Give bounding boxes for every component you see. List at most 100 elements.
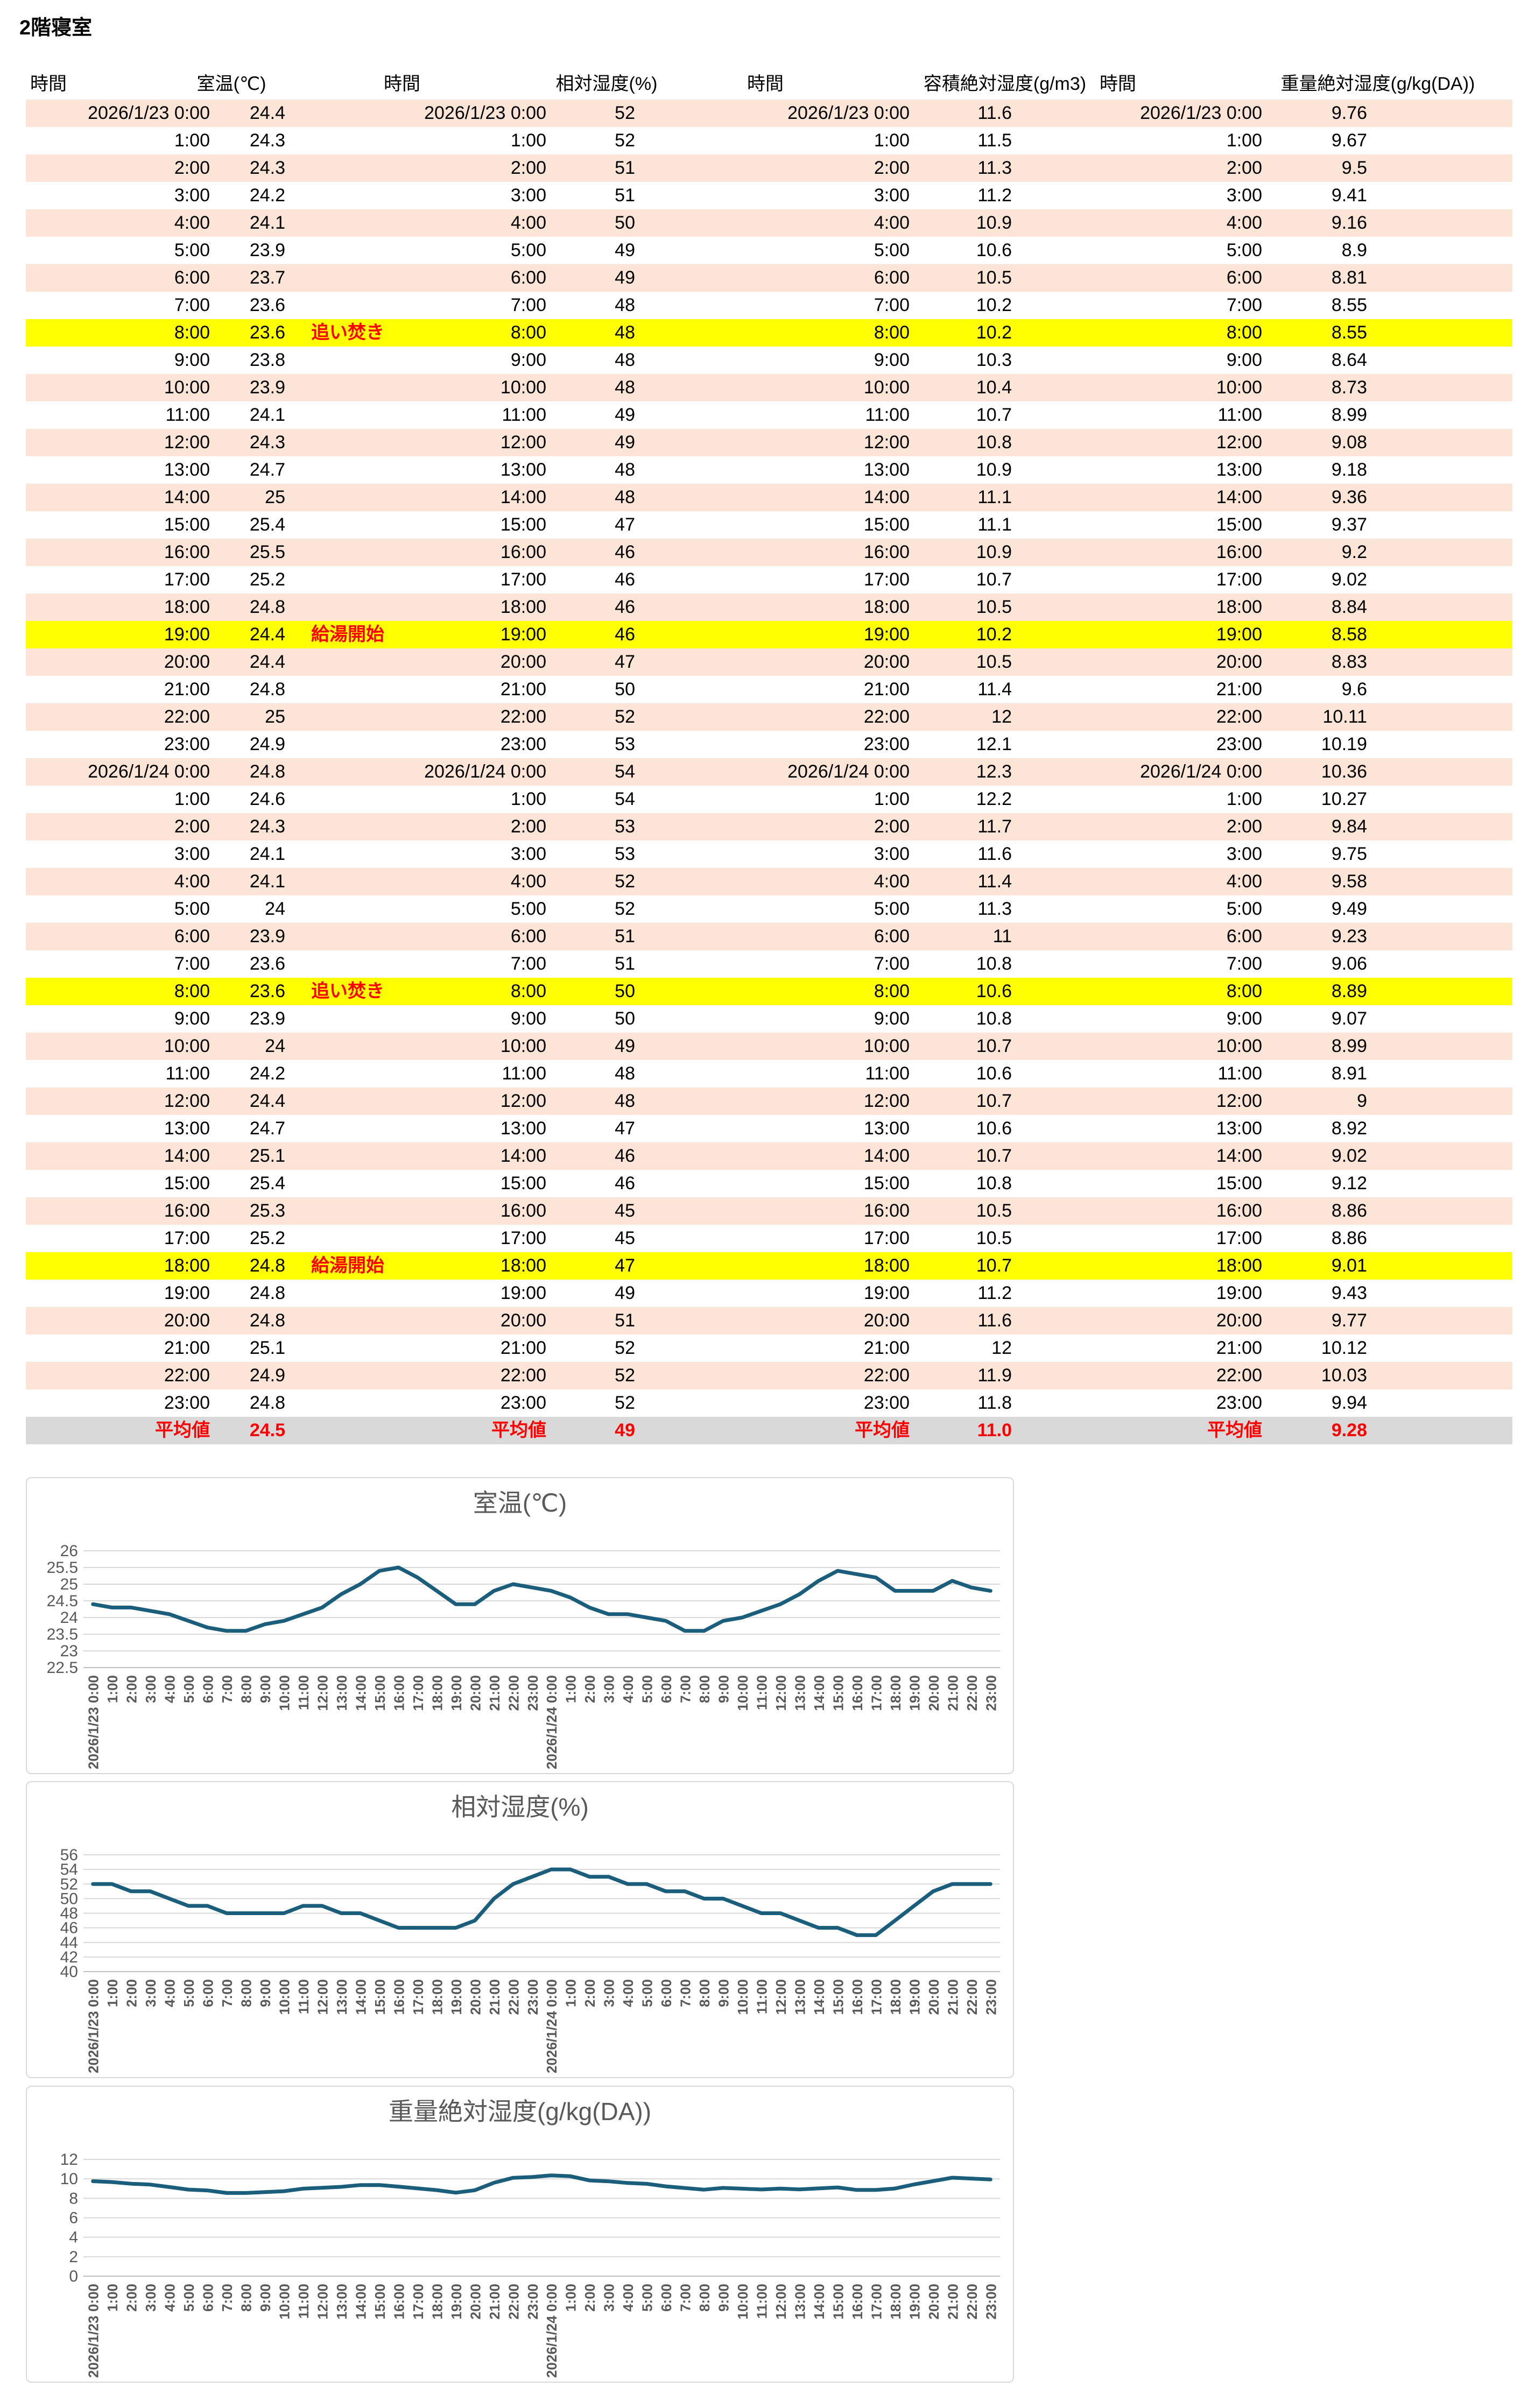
table-row: 10:00 23.9 10:00 48 10:00 10.4 10:00 8.73 bbox=[26, 374, 1512, 401]
x-tick-label: 2:00 bbox=[124, 1979, 140, 2007]
time-cell: 1:00 bbox=[1226, 130, 1262, 151]
x-tick-label: 14:00 bbox=[353, 1979, 369, 2015]
table-row: 6:00 23.7 6:00 49 6:00 10.5 6:00 8.81 bbox=[26, 264, 1512, 292]
x-tick-label: 5:00 bbox=[639, 1979, 656, 2007]
x-tick-label: 16:00 bbox=[849, 1979, 865, 2015]
time-cell: 10:00 bbox=[164, 1036, 210, 1056]
table-row: 20:00 24.8 20:00 51 20:00 11.6 20:00 9.77 bbox=[26, 1307, 1512, 1334]
time-cell: 17:00 bbox=[164, 1228, 210, 1248]
time-cell: 15:00 bbox=[500, 1173, 546, 1194]
x-tick-label: 4:00 bbox=[162, 2284, 178, 2312]
x-tick-label: 21:00 bbox=[945, 2284, 961, 2320]
time-cell: 19:00 bbox=[863, 1283, 910, 1303]
time-cell: 19:00 bbox=[500, 1283, 546, 1303]
x-tick-label: 21:00 bbox=[945, 1675, 961, 1711]
table-row: 23:00 24.8 23:00 52 23:00 11.8 23:00 9.94 bbox=[26, 1389, 1512, 1417]
time-cell: 1:00 bbox=[174, 789, 210, 809]
x-tick-label: 8:00 bbox=[238, 1979, 255, 2007]
x-tick-label: 23:00 bbox=[525, 1675, 541, 1711]
value-cell: 24.8 bbox=[249, 1283, 285, 1303]
time-cell: 10:00 bbox=[1216, 1036, 1262, 1056]
y-tick-label: 4 bbox=[69, 2229, 78, 2247]
average-label: 平均値 bbox=[491, 1420, 546, 1440]
table-row: 7:00 23.6 7:00 48 7:00 10.2 7:00 8.55 bbox=[26, 292, 1512, 319]
table-row: 11:00 24.1 11:00 49 11:00 10.7 11:00 8.99 bbox=[26, 401, 1512, 429]
value-cell: 9.75 bbox=[1331, 844, 1367, 864]
time-cell: 9:00 bbox=[1226, 350, 1262, 370]
time-cell: 16:00 bbox=[164, 542, 210, 562]
x-tick-label: 2026/1/24 0:00 bbox=[544, 1675, 560, 1769]
value-cell: 46 bbox=[615, 569, 635, 590]
value-cell: 8.86 bbox=[1331, 1228, 1367, 1248]
header-time-1: 時間 bbox=[30, 74, 67, 94]
x-tick-label: 17:00 bbox=[410, 2284, 426, 2320]
x-tick-label: 15:00 bbox=[830, 1979, 846, 2015]
table-row: 18:00 24.8 給湯開始 18:00 47 18:00 10.7 18:00 9.01 bbox=[26, 1252, 1512, 1280]
time-cell: 20:00 bbox=[500, 1310, 546, 1331]
chart-title: 室温(℃) bbox=[473, 1489, 567, 1517]
time-cell: 7:00 bbox=[1226, 295, 1262, 315]
time-cell: 23:00 bbox=[1216, 1393, 1262, 1413]
value-cell: 8.89 bbox=[1331, 981, 1367, 1001]
x-tick-label: 11:00 bbox=[295, 1979, 312, 2014]
value-cell: 10.27 bbox=[1321, 789, 1367, 809]
value-cell: 24.4 bbox=[249, 652, 285, 672]
x-tick-label: 2:00 bbox=[124, 2284, 140, 2312]
value-cell: 10.7 bbox=[976, 405, 1012, 425]
x-tick-label: 23:00 bbox=[525, 1979, 541, 2015]
time-cell: 21:00 bbox=[1216, 679, 1262, 700]
x-tick-label: 10:00 bbox=[735, 2284, 751, 2320]
time-cell: 2:00 bbox=[510, 816, 546, 837]
time-cell: 6:00 bbox=[1226, 267, 1262, 288]
time-cell: 15:00 bbox=[1216, 1173, 1262, 1194]
value-cell: 11.2 bbox=[977, 185, 1012, 206]
value-cell: 24.1 bbox=[249, 405, 285, 425]
time-cell: 4:00 bbox=[174, 871, 210, 892]
table-row: 17:00 25.2 17:00 45 17:00 10.5 17:00 8.86 bbox=[26, 1225, 1512, 1252]
value-cell: 48 bbox=[615, 377, 635, 398]
x-tick-label: 15:00 bbox=[372, 2284, 388, 2320]
time-cell: 11:00 bbox=[502, 405, 546, 425]
y-tick-label: 42 bbox=[60, 1948, 78, 1966]
time-cell: 20:00 bbox=[1216, 652, 1262, 672]
value-cell: 51 bbox=[615, 1310, 635, 1331]
value-cell: 9.67 bbox=[1331, 130, 1367, 151]
time-cell: 5:00 bbox=[174, 240, 210, 260]
value-cell: 50 bbox=[615, 213, 635, 233]
x-tick-label: 22:00 bbox=[505, 1675, 522, 1711]
time-cell: 15:00 bbox=[500, 514, 546, 535]
x-tick-label: 11:00 bbox=[754, 2284, 770, 2319]
time-cell: 22:00 bbox=[164, 707, 210, 727]
value-cell: 53 bbox=[615, 816, 635, 837]
value-cell: 49 bbox=[615, 1036, 635, 1056]
value-cell: 10.5 bbox=[976, 267, 1012, 288]
time-cell: 12:00 bbox=[164, 432, 210, 453]
value-cell: 10.6 bbox=[976, 240, 1012, 260]
x-tick-label: 2026/1/23 0:00 bbox=[86, 1979, 102, 2073]
value-cell: 23.9 bbox=[249, 926, 285, 947]
time-cell: 1:00 bbox=[874, 130, 910, 151]
time-cell: 13:00 bbox=[164, 1118, 210, 1139]
table-row: 16:00 25.5 16:00 46 16:00 10.9 16:00 9.2 bbox=[26, 539, 1512, 566]
time-cell: 8:00 bbox=[874, 981, 910, 1001]
x-tick-label: 10:00 bbox=[277, 1675, 293, 1711]
average-value: 9.28 bbox=[1331, 1420, 1367, 1440]
y-tick-label: 44 bbox=[60, 1934, 78, 1952]
value-cell: 52 bbox=[615, 899, 635, 919]
x-tick-label: 5:00 bbox=[639, 1675, 656, 1703]
x-tick-label: 19:00 bbox=[448, 2284, 464, 2320]
value-cell: 10.5 bbox=[976, 1201, 1012, 1221]
value-cell: 10.03 bbox=[1321, 1365, 1367, 1386]
time-cell: 14:00 bbox=[164, 1146, 210, 1166]
value-cell: 11.9 bbox=[977, 1365, 1012, 1386]
table-row: 8:00 23.6 追い焚き 8:00 48 8:00 10.2 8:00 8.55 bbox=[26, 319, 1512, 347]
time-cell: 5:00 bbox=[510, 899, 546, 919]
value-cell: 8.81 bbox=[1331, 267, 1367, 288]
x-tick-label: 3:00 bbox=[143, 1675, 159, 1703]
value-cell: 11.6 bbox=[977, 1310, 1012, 1331]
table-row: 12:00 24.4 12:00 48 12:00 10.7 12:00 9 bbox=[26, 1088, 1512, 1115]
x-tick-label: 15:00 bbox=[830, 2284, 846, 2320]
chart-weight-abs-humidity: 0 2 4 6 8 10 12 2026/1/23 0:00 1:00 2:00 3:00 4:00 5… bbox=[26, 2086, 1014, 2383]
chart-title: 相対湿度(%) bbox=[451, 1793, 589, 1821]
x-tick-label: 8:00 bbox=[696, 2284, 713, 2312]
